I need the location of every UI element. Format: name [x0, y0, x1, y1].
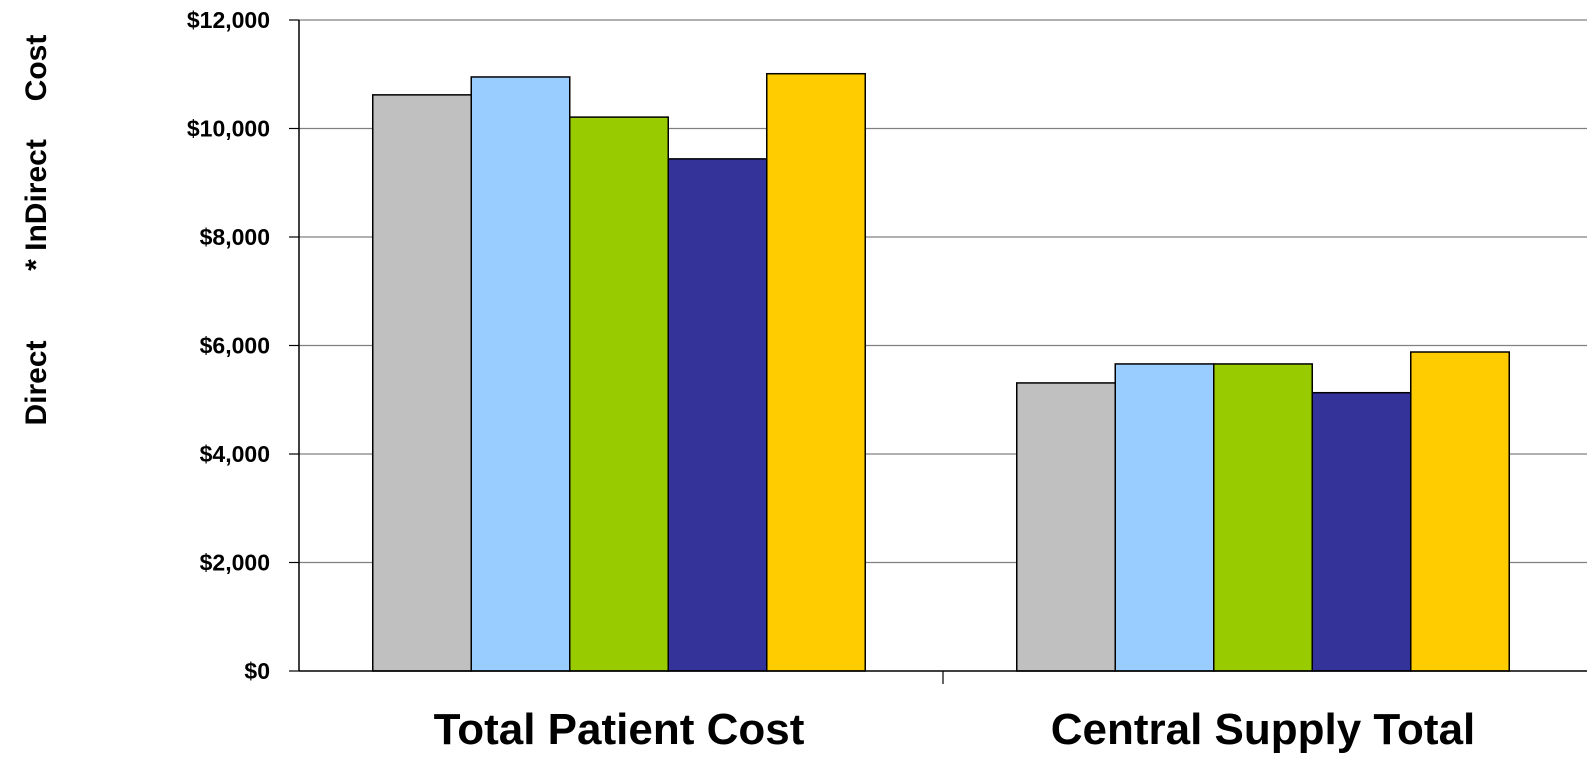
- bar: [1311, 391, 1412, 672]
- x-category-label: Central Supply Total: [1051, 705, 1476, 754]
- y-axis-title-part-direct: Direct: [20, 340, 53, 425]
- y-axis-title-part-cost: Cost: [20, 35, 53, 102]
- y-axis-title: Direct * InDirect Cost: [20, 35, 53, 426]
- x-category-label: Total Patient Cost: [434, 705, 805, 754]
- y-axis-title-part-indirect: * InDirect: [20, 139, 53, 271]
- bar: [1213, 363, 1313, 672]
- bar: [569, 116, 669, 672]
- y-tick-label: $8,000: [200, 224, 270, 250]
- y-tick-label: $6,000: [200, 333, 270, 359]
- y-tick-label: $2,000: [200, 550, 270, 576]
- y-tick-label: $10,000: [187, 116, 270, 142]
- bar: [766, 72, 866, 672]
- bar: [1114, 363, 1215, 672]
- bar: [667, 158, 768, 672]
- bar: [372, 94, 472, 672]
- y-tick-label: $12,000: [187, 7, 270, 33]
- bar: [1410, 351, 1510, 672]
- y-tick-label: $0: [244, 658, 270, 684]
- bar: [470, 76, 571, 672]
- y-tick-label: $4,000: [200, 441, 270, 467]
- bar: [1016, 382, 1116, 672]
- bars: [372, 72, 1510, 672]
- y-tick-labels: $0 $2,000 $4,000 $6,000 $8,000 $10,000 $12,000: [187, 7, 270, 684]
- axes: [289, 19, 1587, 684]
- x-category-labels: Total Patient Cost Central Supply Total: [434, 705, 1476, 754]
